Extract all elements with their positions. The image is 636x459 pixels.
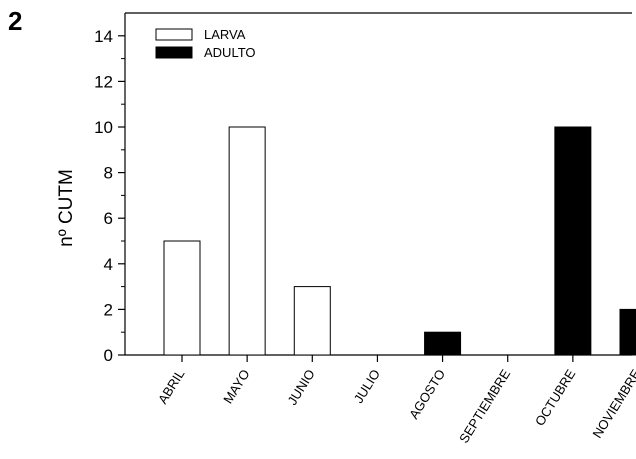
legend: LARVA ADULTO [155, 27, 256, 60]
y-tick-label: 14 [94, 27, 113, 46]
panel-label: 2 [8, 6, 22, 36]
x-ticks-group: ABRIL MAYO JUNIO JULIO AGOSTO SEPTIEMBRE OCTUB… [155, 355, 636, 446]
y-tick-label: 0 [104, 346, 113, 365]
x-tick-label: MAYO [220, 367, 253, 407]
x-tick-label: ABRIL [155, 367, 188, 407]
y-tick-label: 2 [104, 300, 113, 319]
x-tick-label: JUNIO [284, 367, 317, 408]
y-tick-label: 10 [94, 118, 113, 137]
y-ticks-group: 0 2 4 6 8 10 12 14 [94, 27, 125, 365]
y-tick-label: 6 [104, 209, 113, 228]
legend-swatch-adulto [155, 46, 193, 59]
y-axis-label: nº CUTM [56, 169, 77, 247]
x-tick-label: AGOSTO [406, 367, 448, 422]
y-tick-label: 12 [94, 72, 113, 91]
legend-label-larva: LARVA [204, 27, 246, 42]
x-tick-label: OCTUBRE [532, 366, 579, 428]
bar-adulto-agosto [424, 331, 462, 356]
x-tick-label: SEPTIEMBRE [456, 366, 513, 445]
legend-swatch-larva [155, 28, 193, 41]
x-tick-label: NOVIEMBRE [589, 366, 636, 440]
bar-adulto-octubre [554, 126, 592, 356]
y-axis-label-group: nº CUTM [56, 169, 77, 247]
legend-label-adulto: ADULTO [204, 45, 256, 60]
x-tick-label: JULIO [351, 367, 383, 406]
y-tick-label: 8 [104, 164, 113, 183]
y-tick-label: 4 [104, 255, 113, 274]
bars-group [163, 126, 636, 356]
bar-larva-abril [163, 240, 201, 356]
plot-frame [124, 12, 632, 356]
bar-larva-mayo [228, 126, 266, 356]
bar-adulto-noviembre [619, 308, 636, 356]
bar-larva-junio [293, 286, 331, 356]
